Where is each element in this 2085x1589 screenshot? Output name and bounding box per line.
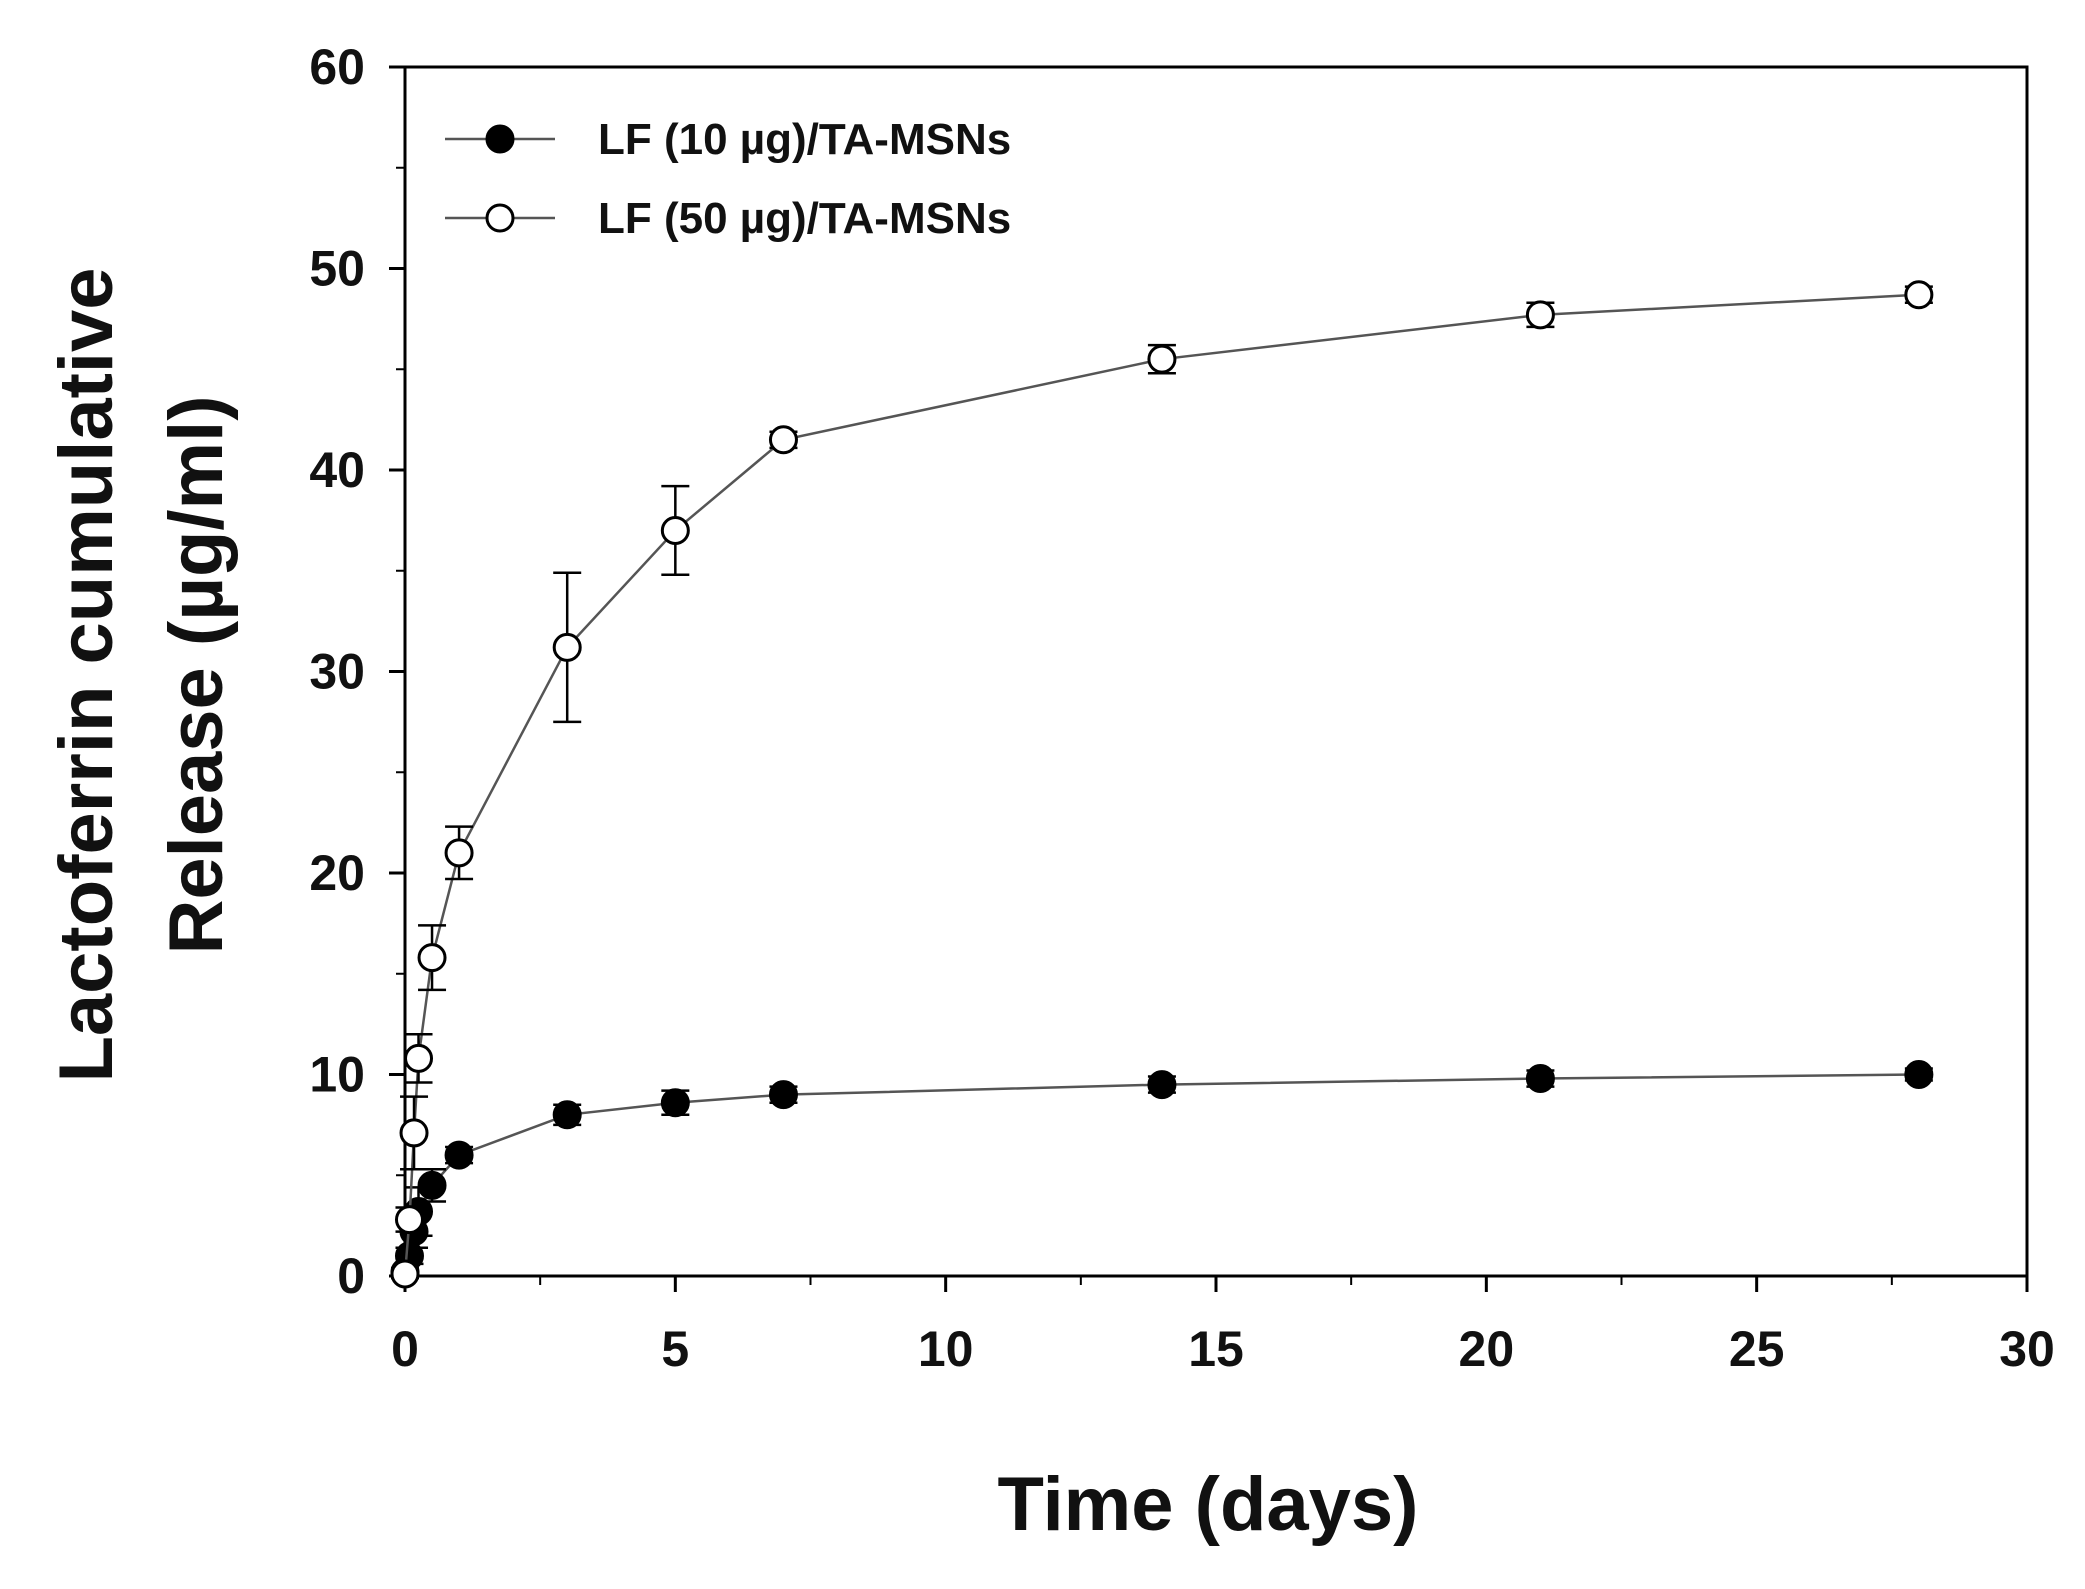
y-tick-label: 10 [309, 1047, 365, 1103]
x-tick-label: 0 [391, 1321, 419, 1377]
y-tick-label: 60 [309, 39, 365, 95]
series-lf-10 [390, 1060, 1934, 1287]
data-point [394, 1205, 424, 1235]
data-point [1147, 1070, 1177, 1100]
data-point [552, 1100, 582, 1130]
data-point [417, 1170, 447, 1200]
y-tick-label: 30 [309, 644, 365, 700]
data-point [768, 1080, 798, 1110]
data-point [660, 515, 690, 545]
data-point [1525, 300, 1555, 330]
data-point [417, 943, 447, 973]
plot-frame [403, 65, 2029, 1278]
data-point [1147, 344, 1177, 374]
data-point [1904, 1060, 1934, 1089]
data-point [768, 425, 798, 455]
data-point [399, 1118, 429, 1148]
x-tick-label: 25 [1729, 1321, 1785, 1377]
x-tick-label: 30 [1999, 1321, 2055, 1377]
y-axis-title-line-2: Release (µg/ml) [154, 395, 239, 954]
y-tick-label: 40 [309, 442, 365, 498]
legend: LF (10 µg)/TA-MSNs LF (50 µg)/TA-MSNs [445, 115, 1011, 243]
legend-label: LF (10 µg)/TA-MSNs [598, 115, 1011, 164]
data-point [444, 1140, 474, 1170]
data-point [552, 632, 582, 662]
series-lf-50 [390, 280, 1934, 1289]
legend-label: LF (50 µg)/TA-MSNs [598, 194, 1011, 243]
series-line [403, 293, 1919, 1275]
x-tick-label: 15 [1188, 1321, 1244, 1377]
data-point [404, 1043, 434, 1073]
y-tick-label: 20 [309, 845, 365, 901]
legend-marker [485, 124, 515, 154]
x-axis-title: Time (days) [998, 1462, 1419, 1547]
data-point [390, 1259, 420, 1289]
legend-marker [485, 203, 515, 233]
data-point [660, 1088, 690, 1118]
x-tick-label: 5 [661, 1321, 689, 1377]
y-tick-label: 50 [309, 241, 365, 297]
x-tick-label: 20 [1459, 1321, 1515, 1377]
data-point [444, 838, 474, 868]
x-tick-label: 10 [918, 1321, 974, 1377]
data-point [1525, 1064, 1555, 1094]
plot-area: 0 5 10 15 20 25 30 0 10 20 30 40 50 60 [309, 39, 2054, 1377]
series-line [403, 1073, 1919, 1273]
y-axis-title-line-1: Lactoferrin cumulative [44, 267, 129, 1082]
y-tick-label: 0 [337, 1248, 365, 1304]
data-point [1904, 280, 1934, 310]
